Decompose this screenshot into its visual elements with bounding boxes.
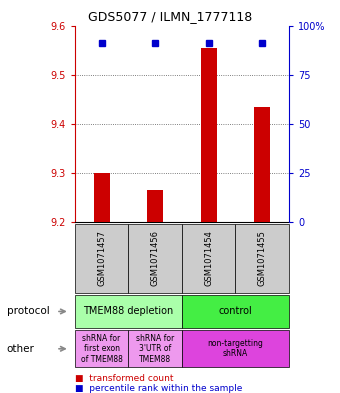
Bar	[94, 173, 109, 222]
Bar	[254, 107, 270, 222]
Text: GSM1071456: GSM1071456	[151, 230, 159, 286]
Bar	[147, 190, 163, 222]
Text: control: control	[219, 307, 252, 316]
Text: shRNA for
3'UTR of
TMEM88: shRNA for 3'UTR of TMEM88	[136, 334, 174, 364]
Text: TMEM88 depletion: TMEM88 depletion	[83, 307, 173, 316]
Text: ■  transformed count: ■ transformed count	[75, 374, 173, 382]
Bar	[201, 48, 217, 222]
Text: GSM1071457: GSM1071457	[97, 230, 106, 286]
Text: GSM1071455: GSM1071455	[258, 230, 267, 286]
Text: other: other	[7, 344, 35, 354]
Text: non-targetting
shRNA: non-targetting shRNA	[207, 339, 264, 358]
Text: shRNA for
first exon
of TMEM88: shRNA for first exon of TMEM88	[81, 334, 122, 364]
Text: protocol: protocol	[7, 307, 50, 316]
Text: GDS5077 / ILMN_1777118: GDS5077 / ILMN_1777118	[88, 10, 252, 23]
Text: GSM1071454: GSM1071454	[204, 230, 213, 286]
Text: ■  percentile rank within the sample: ■ percentile rank within the sample	[75, 384, 242, 393]
